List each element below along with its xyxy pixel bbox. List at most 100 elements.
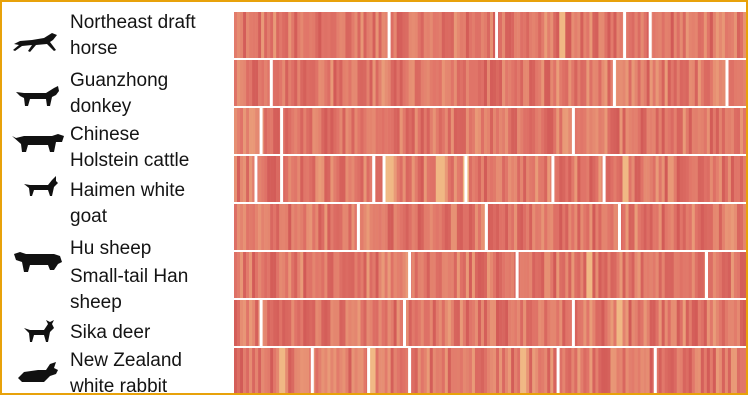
heatmap-cell bbox=[261, 12, 265, 58]
heatmap-cell bbox=[697, 300, 702, 346]
heatmap-cell bbox=[646, 12, 650, 58]
heatmap-cell bbox=[306, 204, 310, 250]
heatmap-cell bbox=[378, 12, 382, 58]
heatmap-cell bbox=[399, 12, 403, 58]
heatmap-cell bbox=[483, 252, 488, 298]
heatmap-cell bbox=[390, 60, 394, 106]
heatmap-cell bbox=[517, 348, 521, 393]
heatmap-cell bbox=[426, 108, 431, 154]
heatmap-cell bbox=[369, 156, 373, 202]
heatmap-cell bbox=[306, 300, 310, 346]
heatmap-cell bbox=[613, 108, 617, 154]
heatmap-cell bbox=[357, 108, 361, 154]
heatmap-cell bbox=[336, 60, 340, 106]
row-label: goat bbox=[70, 206, 107, 227]
heatmap-cell bbox=[264, 12, 268, 58]
heatmap-cell bbox=[532, 156, 536, 202]
heatmap-cell bbox=[580, 348, 584, 393]
heatmap-cell bbox=[547, 12, 551, 58]
heatmap-cell bbox=[429, 252, 434, 298]
heatmap-cell bbox=[526, 60, 530, 106]
heatmap-gap bbox=[259, 300, 263, 346]
heatmap-cell bbox=[709, 12, 714, 58]
heatmap-cell bbox=[423, 108, 428, 154]
heatmap-cell bbox=[252, 60, 256, 106]
heatmap-cell bbox=[378, 156, 382, 202]
heatmap-cell bbox=[465, 252, 470, 298]
heatmap-gap bbox=[653, 348, 657, 393]
heatmap-cell bbox=[483, 12, 488, 58]
heatmap-cell bbox=[435, 108, 440, 154]
heatmap-cell bbox=[234, 348, 238, 393]
heatmap-cell bbox=[523, 60, 527, 106]
heatmap-cell bbox=[508, 204, 512, 250]
heatmap-cell bbox=[637, 252, 641, 298]
heatmap-cell bbox=[453, 300, 458, 346]
heatmap-cell bbox=[429, 12, 434, 58]
heatmap-cell bbox=[240, 300, 244, 346]
heatmap-cell bbox=[315, 156, 319, 202]
heatmap-gap bbox=[612, 60, 616, 106]
heatmap-cell bbox=[312, 108, 316, 154]
heatmap-cell bbox=[354, 348, 358, 393]
heatmap-cell bbox=[444, 348, 449, 393]
heatmap-cell bbox=[243, 252, 247, 298]
heatmap-cell bbox=[357, 12, 361, 58]
heatmap-cell bbox=[315, 204, 319, 250]
heatmap-cell bbox=[465, 12, 470, 58]
heatmap-cell bbox=[721, 252, 726, 298]
heatmap-cell bbox=[381, 204, 385, 250]
heatmap-cell bbox=[342, 60, 346, 106]
heatmap-cell bbox=[526, 300, 530, 346]
heatmap-cell bbox=[378, 252, 382, 298]
heatmap-cell bbox=[315, 348, 319, 393]
heatmap-cell bbox=[502, 108, 506, 154]
heatmap-cell bbox=[384, 252, 388, 298]
row-label: Holstein cattle bbox=[70, 150, 190, 171]
heatmap-cell bbox=[477, 348, 482, 393]
heatmap-cell bbox=[270, 204, 274, 250]
heatmap-cell bbox=[505, 12, 509, 58]
heatmap-cell bbox=[631, 300, 635, 346]
heatmap-cell bbox=[697, 348, 702, 393]
heatmap-cell bbox=[727, 348, 732, 393]
heatmap-cell bbox=[438, 348, 443, 393]
heatmap-cell bbox=[700, 108, 705, 154]
heatmap-cell bbox=[414, 252, 419, 298]
heatmap-cell bbox=[517, 108, 521, 154]
heatmap-cell bbox=[676, 108, 681, 154]
heatmap-cell bbox=[270, 156, 274, 202]
heatmap-cell bbox=[511, 156, 515, 202]
heatmap-cell bbox=[529, 156, 533, 202]
heatmap-cell bbox=[462, 108, 467, 154]
heatmap-cell bbox=[508, 252, 512, 298]
heatmap-cell bbox=[709, 252, 714, 298]
heatmap-row bbox=[234, 12, 746, 58]
heatmap-cell bbox=[360, 12, 364, 58]
heatmap-cell bbox=[736, 348, 741, 393]
heatmap-cell bbox=[300, 60, 304, 106]
heatmap-cell bbox=[610, 252, 614, 298]
heatmap-cell bbox=[571, 252, 575, 298]
heatmap-cell bbox=[556, 156, 560, 202]
heatmap-cell bbox=[724, 252, 729, 298]
heatmap-cell bbox=[736, 60, 741, 106]
heatmap-cell bbox=[565, 204, 569, 250]
heatmap-cell bbox=[294, 348, 298, 393]
heatmap-cell bbox=[465, 204, 470, 250]
row-label: Guanzhong bbox=[70, 70, 169, 91]
heatmap-cell bbox=[270, 348, 274, 393]
heatmap-cell bbox=[601, 60, 605, 106]
heatmap-cell bbox=[679, 108, 684, 154]
heatmap-cell bbox=[673, 12, 678, 58]
heatmap-cell bbox=[387, 156, 391, 202]
heatmap-cell bbox=[682, 60, 687, 106]
heatmap-cell bbox=[508, 348, 512, 393]
heatmap-cell bbox=[688, 348, 693, 393]
heatmap-cell bbox=[634, 204, 638, 250]
heatmap-cell bbox=[694, 204, 699, 250]
heatmap-cell bbox=[712, 348, 717, 393]
heatmap-cell bbox=[604, 204, 608, 250]
heatmap-cell bbox=[568, 156, 572, 202]
heatmap-cell bbox=[712, 252, 717, 298]
